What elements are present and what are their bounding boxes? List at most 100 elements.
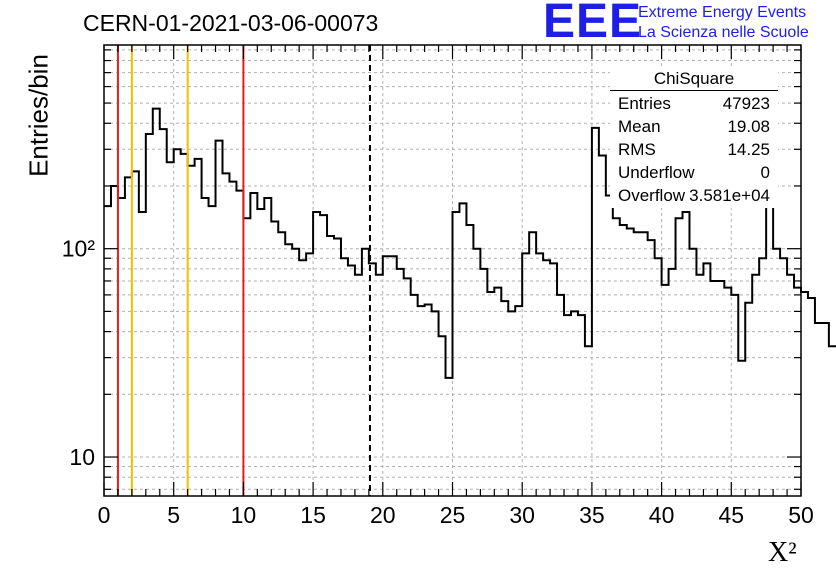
histogram-bin [662,285,669,496]
histogram-bin [466,225,473,496]
histogram-bin [480,269,487,496]
histogram-bin [627,229,634,496]
x-tick-label: 25 [440,502,466,528]
histogram-bin [585,346,592,496]
histogram-bin [111,186,118,496]
histogram-bin [564,315,571,496]
stat-value-entries: 47923 [722,94,770,113]
histogram-bin [487,292,494,496]
histogram-bin [515,306,522,496]
histogram-bin [473,249,480,496]
histogram-outline [104,107,836,379]
histogram-bin [292,249,299,496]
histogram-bin [404,278,411,496]
histogram-bin [257,209,264,496]
histogram-bin [390,256,397,496]
histogram-bin [222,173,229,496]
chart-title: CERN-01-2021-03-06-00073 [83,10,379,36]
y-tick-label: 10 [69,444,95,470]
histogram-bin [118,198,125,496]
histogram-bin [689,249,696,496]
histogram-bin [613,218,620,496]
histogram-bin [571,311,578,496]
histogram-bin [752,275,759,496]
histogram-bin [787,275,794,496]
histogram-bin [703,263,710,496]
histogram-bin [383,256,390,496]
histogram-bin [724,288,731,496]
histogram-bin [801,292,808,496]
histogram-bin [250,193,257,496]
threshold-lines [116,45,371,496]
x-tick-label: 20 [370,502,396,528]
logo-line-2: La Scienza nelle Scuole [638,24,809,41]
x-tick-label: 40 [649,502,675,528]
histogram-bin [494,288,501,496]
histogram-bin [188,166,195,496]
x-tick-label: 0 [98,502,111,528]
histogram-bin [132,171,139,496]
histogram-bin [710,281,717,496]
histogram-bin [745,303,752,496]
histogram-bin [829,346,836,496]
histogram-bin [153,109,160,496]
histogram-bin [815,323,822,496]
histogram-bin [794,288,801,496]
histogram-bin [125,177,132,496]
histogram-bin [522,253,529,496]
histogram-bin [529,232,536,496]
histogram-bin [453,212,460,496]
histogram-bin [355,275,362,496]
histogram-bin [236,191,243,496]
y-tick-label: 10² [62,236,96,262]
stats-box: ChiSquare Entries 47923 Mean 19.08 RMS 1… [610,66,778,208]
histogram-bin [717,281,724,496]
histogram-bin [557,295,564,496]
histogram-bin [696,275,703,496]
x-tick-label: 5 [167,502,180,528]
histogram-bin [648,240,655,496]
histogram-bin [341,258,348,496]
histogram-bin [348,266,355,496]
histogram-bin [822,323,829,496]
histogram-bin [731,295,738,496]
histogram-bin [536,253,543,496]
histogram-bin [285,244,292,496]
stats-title: ChiSquare [653,69,735,88]
histogram-bin [773,249,780,496]
histogram-bin [243,218,250,496]
logo-line-1: Extreme Energy Events [638,4,807,21]
histogram-bin [160,129,167,496]
histogram-bin [376,275,383,496]
histogram-bin [808,298,815,496]
histogram-bin [216,141,223,496]
histogram-bin [432,311,439,496]
logo-mark: EEE [543,0,643,48]
histogram-bin [683,212,690,496]
histogram-bin [543,260,550,496]
histogram-bin [271,222,278,496]
histogram-bin [139,212,146,496]
stat-label-overflow: Overflow [618,186,686,205]
histogram-bin [264,198,271,496]
stat-value-underflow: 0 [760,163,770,182]
histogram-bin [278,232,285,496]
histogram-bin [320,215,327,496]
histogram-bin [655,258,662,496]
x-tick-label: 30 [509,502,535,528]
histogram-bin [641,232,648,496]
histogram-bin [334,238,341,496]
histogram-bin [202,198,209,496]
histogram-bin [550,263,557,496]
histogram-bin [397,269,404,496]
stat-label-rms: RMS [618,140,656,159]
histogram-bin [501,301,508,496]
stat-label-entries: Entries [618,94,671,113]
histogram-bin [606,196,613,496]
x-tick-label: 45 [719,502,745,528]
histogram-bin [592,128,599,496]
histogram-bin [299,260,306,496]
histogram-bin [759,258,766,496]
histogram-bin [362,249,369,496]
